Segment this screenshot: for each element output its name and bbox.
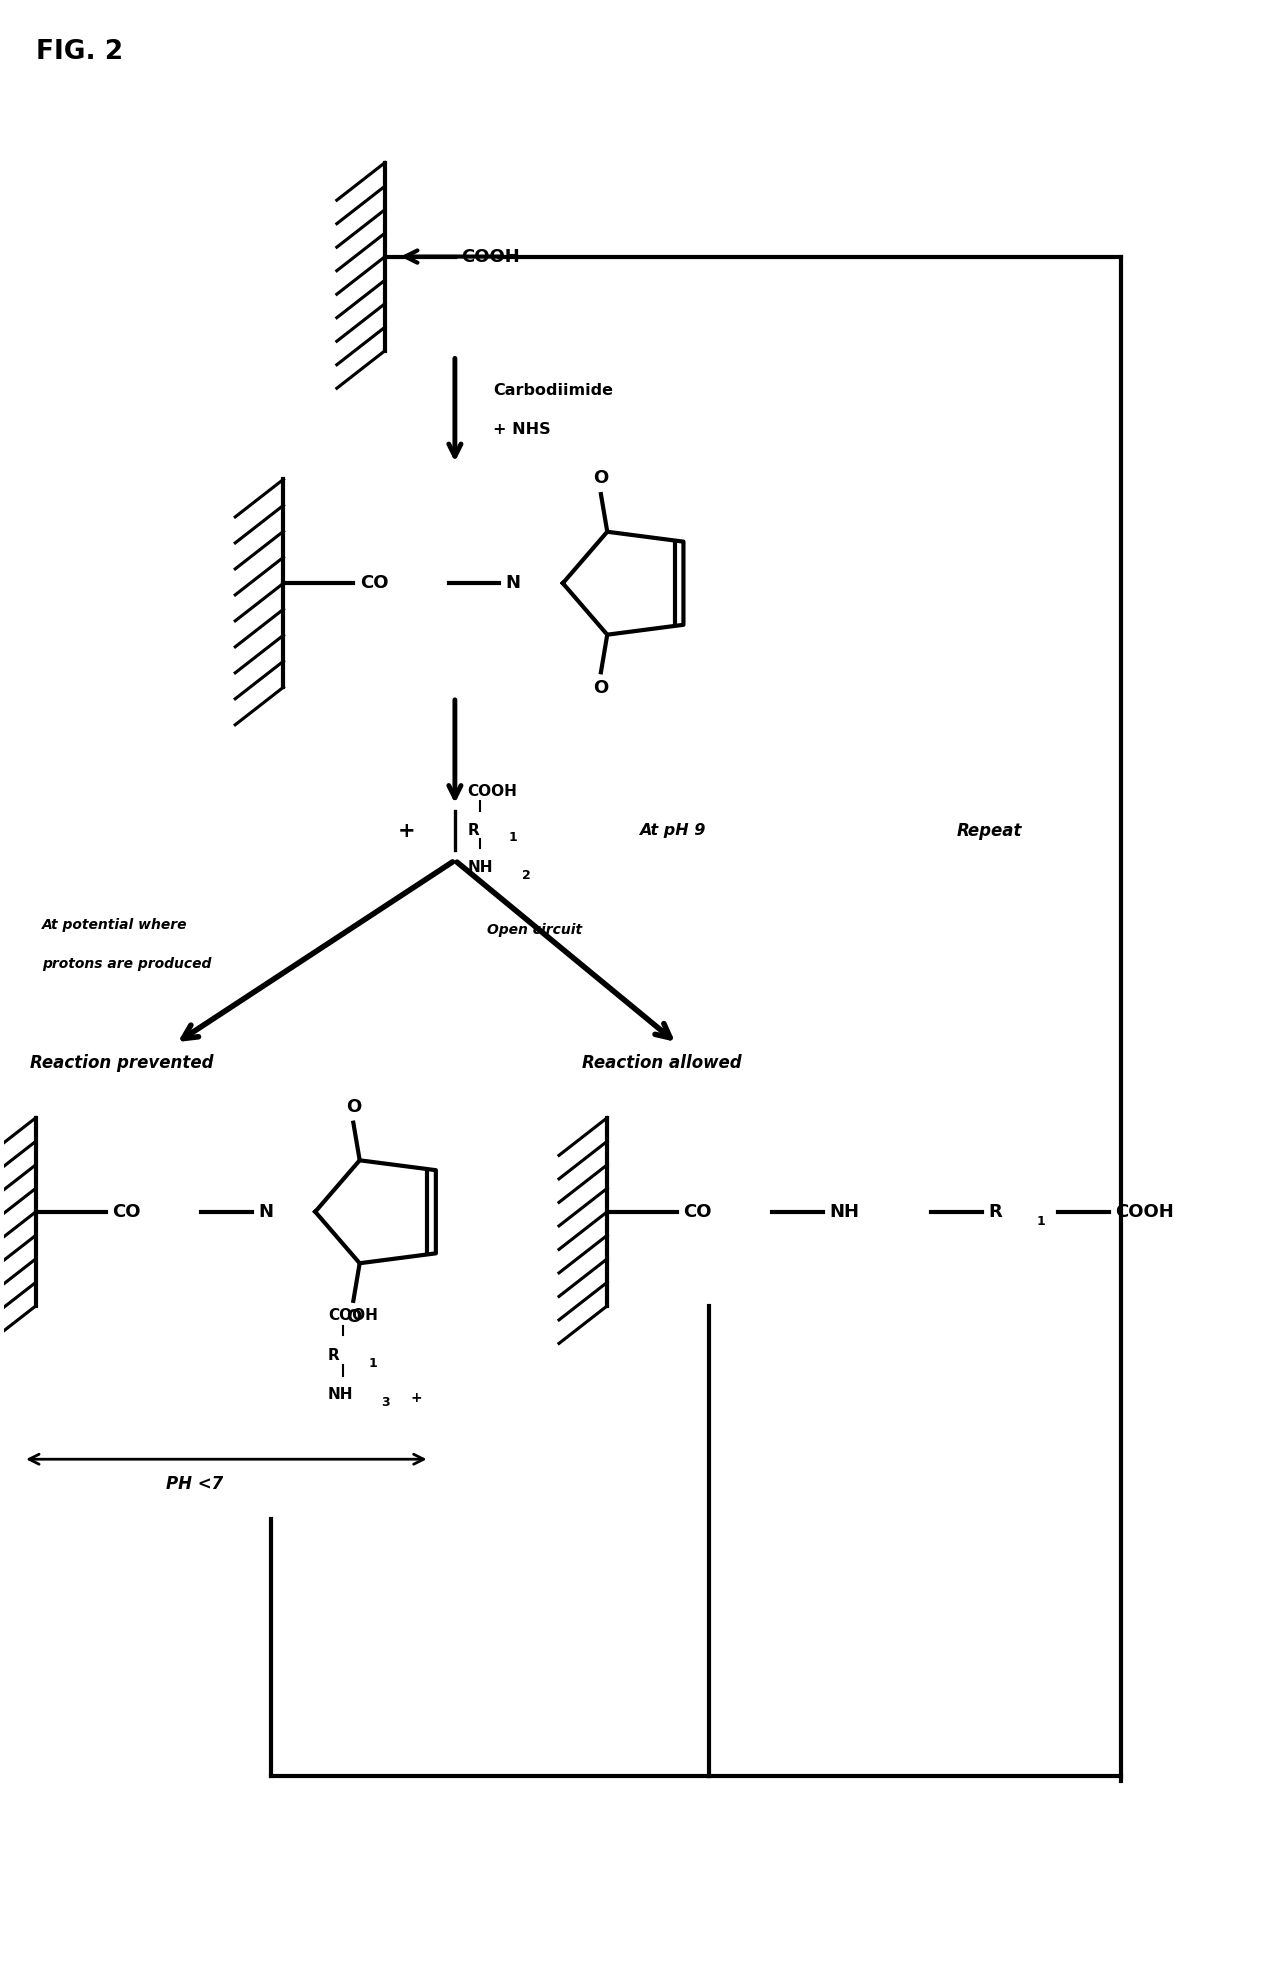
Text: O: O bbox=[346, 1308, 360, 1326]
Text: NH: NH bbox=[468, 859, 493, 875]
Text: 1: 1 bbox=[368, 1356, 377, 1370]
Text: CO: CO bbox=[359, 575, 389, 592]
Text: 1: 1 bbox=[1036, 1215, 1045, 1229]
Text: Repeat: Repeat bbox=[956, 821, 1022, 839]
Text: O: O bbox=[593, 469, 608, 487]
Text: protons are produced: protons are produced bbox=[42, 958, 212, 972]
Text: N: N bbox=[506, 575, 520, 592]
Text: R: R bbox=[988, 1203, 1002, 1221]
Text: Reaction allowed: Reaction allowed bbox=[581, 1054, 741, 1072]
Text: COOH: COOH bbox=[468, 783, 518, 799]
Text: + NHS: + NHS bbox=[493, 421, 551, 437]
Text: N: N bbox=[258, 1203, 273, 1221]
Text: At potential where: At potential where bbox=[42, 918, 188, 932]
Text: At pH 9: At pH 9 bbox=[639, 823, 705, 839]
Text: O: O bbox=[593, 680, 608, 698]
Text: +: + bbox=[410, 1392, 422, 1406]
Text: R: R bbox=[328, 1348, 340, 1364]
Text: COOH: COOH bbox=[1116, 1203, 1174, 1221]
Text: COOH: COOH bbox=[328, 1308, 378, 1324]
Text: COOH: COOH bbox=[461, 248, 520, 266]
Text: Open circuit: Open circuit bbox=[487, 922, 581, 936]
Text: Reaction prevented: Reaction prevented bbox=[29, 1054, 213, 1072]
Text: PH <7: PH <7 bbox=[166, 1475, 224, 1493]
Text: 3: 3 bbox=[381, 1396, 390, 1409]
Text: NH: NH bbox=[829, 1203, 859, 1221]
Text: FIG. 2: FIG. 2 bbox=[36, 40, 123, 66]
Text: CO: CO bbox=[112, 1203, 141, 1221]
Text: Carbodiimide: Carbodiimide bbox=[493, 384, 613, 398]
Text: +: + bbox=[397, 821, 415, 841]
Text: 1: 1 bbox=[509, 831, 518, 845]
Text: NH: NH bbox=[328, 1388, 354, 1402]
Text: CO: CO bbox=[684, 1203, 712, 1221]
Text: 2: 2 bbox=[523, 869, 530, 883]
Text: R: R bbox=[468, 823, 479, 839]
Text: O: O bbox=[346, 1097, 360, 1115]
